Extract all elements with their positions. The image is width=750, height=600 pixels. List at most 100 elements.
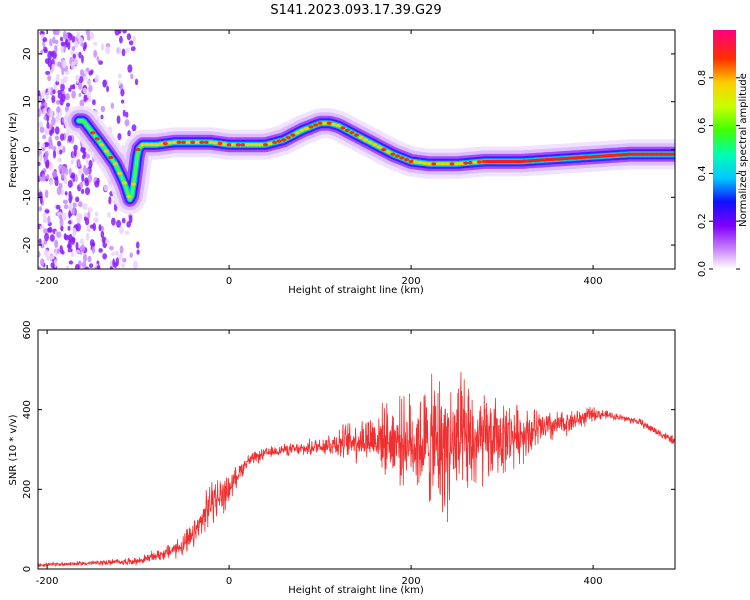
ridge-peak xyxy=(394,154,400,158)
ridge-peak xyxy=(258,143,264,147)
noise-speckle xyxy=(126,33,132,41)
ridge-peak xyxy=(458,161,464,166)
ridge-peak xyxy=(144,143,150,147)
noise-speckle xyxy=(64,191,68,196)
ridge-peak xyxy=(385,150,391,154)
noise-speckle xyxy=(79,69,84,77)
noise-speckle xyxy=(68,220,72,225)
snr-ytick-label: 400 xyxy=(22,400,33,419)
noise-speckle xyxy=(59,97,64,106)
noise-speckle xyxy=(58,214,63,220)
ridge-peak xyxy=(390,152,396,156)
colorbar-gradient xyxy=(713,30,736,269)
noise-speckle xyxy=(81,54,84,64)
noise-speckle xyxy=(52,36,56,44)
noise-speckle xyxy=(82,253,88,263)
noise-speckle xyxy=(78,36,84,45)
noise-speckle xyxy=(59,217,64,227)
noise-speckle xyxy=(72,202,77,208)
noise-speckle xyxy=(121,48,126,57)
noise-speckle xyxy=(127,130,131,137)
noise-speckle xyxy=(133,260,138,269)
noise-speckle xyxy=(90,69,94,75)
ridge-peak xyxy=(472,160,478,164)
noise-speckle xyxy=(54,239,59,249)
noise-speckle xyxy=(54,126,60,135)
snr-xlabel: Height of straight line (km) xyxy=(288,585,424,596)
noise-speckle xyxy=(84,177,90,184)
noise-speckle xyxy=(60,78,65,85)
noise-speckle xyxy=(88,84,93,93)
noise-speckle xyxy=(49,234,55,242)
ridge-peak xyxy=(435,162,441,166)
ridge-peak xyxy=(103,149,109,153)
ridge-peak xyxy=(231,143,237,147)
noise-speckle xyxy=(84,168,90,175)
noise-speckle xyxy=(94,74,100,83)
ridge-peak xyxy=(426,162,432,166)
noise-speckle xyxy=(78,92,82,98)
snr-xtick-label: 0 xyxy=(226,576,232,587)
noise-speckle xyxy=(80,146,86,153)
ridge-peak xyxy=(194,140,200,144)
snr-ytick-label: 0 xyxy=(22,566,33,572)
noise-speckle xyxy=(102,253,108,260)
snr-series-line xyxy=(38,371,675,568)
noise-speckle xyxy=(109,260,113,267)
noise-speckle xyxy=(89,239,95,247)
spectrogram-xtick-label: 400 xyxy=(584,276,603,287)
noise-speckle xyxy=(53,30,58,35)
snr-xtick-label: -200 xyxy=(36,576,59,587)
noise-speckle xyxy=(98,60,103,65)
noise-speckle xyxy=(75,249,81,254)
spectrogram-ytick-label: -10 xyxy=(22,189,33,205)
noise-speckle xyxy=(43,107,47,116)
colorbar-tick-label: 0.6 xyxy=(697,118,708,134)
noise-speckle xyxy=(134,78,139,86)
ridge-peak xyxy=(290,133,296,137)
noise-speckle xyxy=(132,35,137,43)
noise-speckle xyxy=(60,226,64,232)
noise-speckle xyxy=(100,230,105,239)
noise-speckle xyxy=(111,251,115,257)
noise-speckle xyxy=(57,157,62,163)
noise-speckle xyxy=(89,224,95,229)
colorbar-tick-label: 0.2 xyxy=(697,213,708,229)
noise-speckle xyxy=(70,172,76,179)
ridge-peak xyxy=(408,159,414,164)
spectrogram-ytick-label: 0 xyxy=(22,146,33,152)
ridge-peak xyxy=(272,140,278,144)
noise-speckle xyxy=(129,252,133,258)
noise-speckle xyxy=(87,206,93,213)
ridge-peak xyxy=(417,161,423,165)
noise-speckle xyxy=(118,253,123,261)
noise-speckle xyxy=(115,257,120,267)
noise-speckle xyxy=(44,249,49,258)
noise-speckle xyxy=(41,90,46,97)
noise-speckle xyxy=(96,264,101,269)
noise-speckle xyxy=(47,87,52,94)
noise-speckle xyxy=(102,79,107,88)
noise-speckle xyxy=(98,248,103,253)
noise-speckle xyxy=(127,64,133,73)
noise-speckle xyxy=(83,75,88,80)
ridge-peak xyxy=(344,128,350,132)
noise-speckle xyxy=(38,206,43,212)
noise-speckle xyxy=(103,184,109,192)
noise-speckle xyxy=(86,79,92,86)
noise-speckle xyxy=(57,89,63,95)
noise-speckle xyxy=(73,40,79,49)
noise-speckle xyxy=(95,217,99,223)
noise-speckle xyxy=(65,93,70,101)
noise-speckle xyxy=(82,202,88,211)
noise-speckle xyxy=(44,209,50,214)
spectrogram-ytick-label: 10 xyxy=(22,95,33,108)
noise-speckle xyxy=(42,212,47,219)
spectrogram-ticks: -200 0 200 400 -20 -10 0 10 20 xyxy=(22,30,675,287)
spectrogram-marks xyxy=(38,30,675,269)
spectrogram-xtick-label: -200 xyxy=(36,276,59,287)
noise-speckle xyxy=(110,102,114,109)
ridge-peak xyxy=(263,143,268,147)
snr-frame xyxy=(37,329,676,570)
